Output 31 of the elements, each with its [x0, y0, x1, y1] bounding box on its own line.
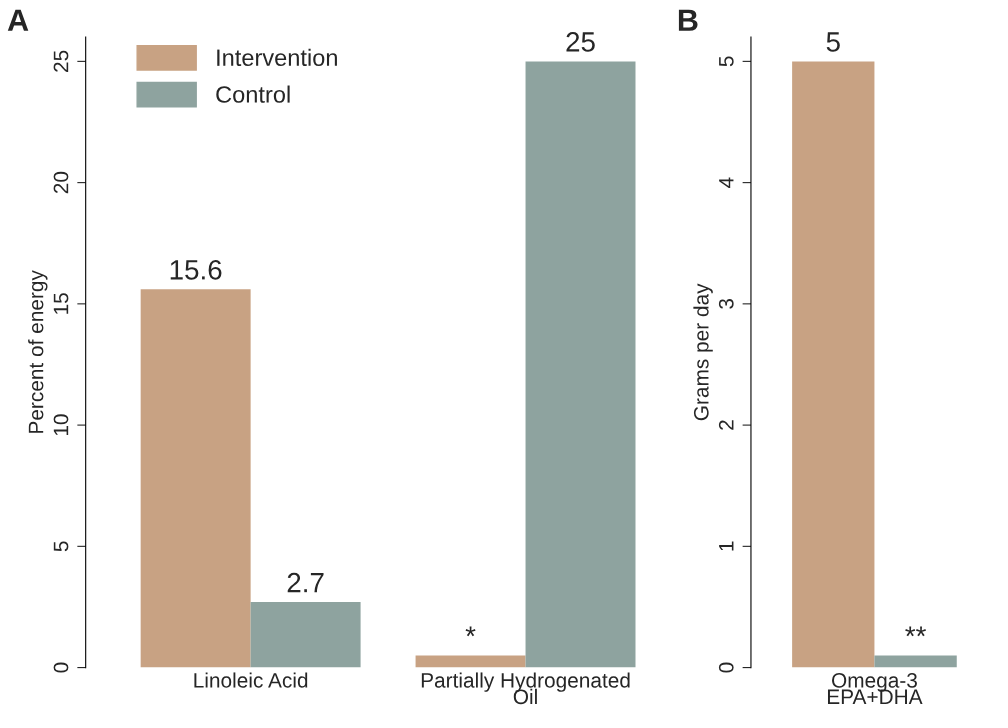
chart-title: A — [7, 9, 29, 31]
y-tick-label: 20 — [53, 171, 69, 194]
data-label: 5 — [826, 32, 840, 52]
bar — [415, 655, 526, 668]
data-label: 25 — [566, 32, 595, 52]
y-tick-label: 10 — [53, 414, 69, 436]
data-label: * — [465, 626, 476, 637]
y-axis-title: Grams per day — [693, 283, 713, 421]
chart-title: B — [678, 9, 698, 31]
bar — [140, 289, 251, 668]
y-tick-label: 2 — [718, 420, 734, 430]
y-tick-label: 1 — [719, 541, 734, 551]
y-tick-label: 5 — [719, 56, 734, 67]
y-tick-label: 15 — [53, 293, 69, 314]
y-tick-label: 0 — [53, 662, 69, 673]
data-label: ** — [905, 626, 926, 637]
y-axis-title: Percent of energy — [28, 270, 48, 433]
legend-label: Control — [216, 85, 290, 103]
y-tick-label: 5 — [53, 541, 69, 552]
data-label: 15.6 — [170, 259, 222, 280]
bar — [525, 61, 636, 668]
y-tick-label: 0 — [718, 662, 734, 673]
legend-label: Intervention — [217, 48, 337, 67]
x-tick-label: Linoleic Acid — [194, 672, 308, 688]
y-tick-label: 3 — [718, 298, 734, 309]
data-label: 2.7 — [287, 572, 324, 593]
y-tick-label: 25 — [53, 50, 69, 72]
x-tick-label: Omega-3 EPA+DHA — [827, 672, 923, 704]
x-tick-label: Partially Hydrogenated Oil — [421, 672, 630, 705]
y-tick-label: 4 — [719, 177, 734, 188]
bar — [250, 602, 361, 668]
